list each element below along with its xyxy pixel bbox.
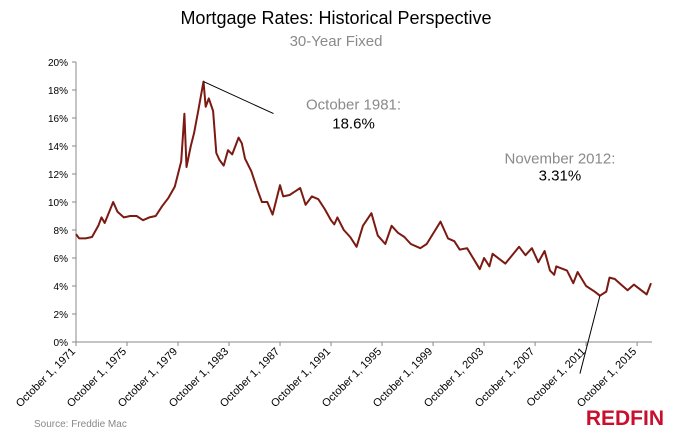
rate-line (75, 80, 652, 297)
annotation-line (579, 295, 601, 374)
y-tick-label: 18% (48, 86, 68, 97)
y-tick-label: 2% (54, 310, 69, 321)
y-tick-label: 20% (48, 58, 68, 69)
annotation-value: 18.6% (332, 116, 375, 133)
y-tick-label: 12% (48, 170, 68, 181)
logo: REDFIN (586, 407, 664, 430)
y-tick-label: 4% (54, 282, 69, 293)
chart-subtitle: 30-Year Fixed (290, 33, 383, 50)
source-note: Source: Freddie Mac (34, 419, 127, 430)
annotation-label: October 1981: (306, 97, 401, 114)
y-tick-label: 6% (54, 254, 69, 265)
y-tick-label: 16% (48, 114, 68, 125)
annotation-value: 3.31% (539, 168, 582, 185)
y-tick-label: 0% (54, 338, 69, 349)
annotation-line (203, 81, 274, 115)
y-tick-label: 14% (48, 142, 68, 153)
y-tick-label: 10% (48, 198, 68, 209)
y-tick-label: 8% (54, 226, 69, 237)
chart-title: Mortgage Rates: Historical Perspective (180, 8, 491, 28)
annotation-label: November 2012: (504, 151, 615, 168)
